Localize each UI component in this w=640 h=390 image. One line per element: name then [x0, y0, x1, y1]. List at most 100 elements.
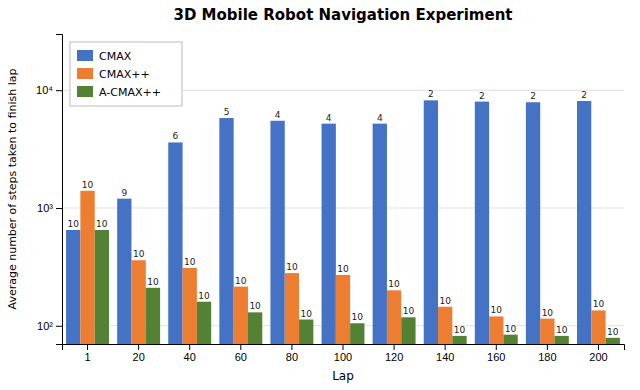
bar — [80, 191, 94, 344]
bar — [438, 307, 452, 344]
bar — [299, 320, 313, 344]
plot: 1096544422221010101010101010101010101010… — [36, 35, 624, 363]
tick-mark — [394, 344, 395, 350]
bar-label: 10 — [607, 327, 619, 337]
bar — [322, 124, 336, 344]
tick-mark — [445, 344, 446, 350]
bar — [503, 335, 517, 344]
tick: 140 — [436, 344, 454, 363]
bar — [526, 102, 540, 344]
bar-label: 4 — [326, 113, 332, 123]
axis-line — [56, 35, 63, 345]
tick-mark — [598, 344, 599, 350]
tick: 100 — [334, 344, 352, 363]
bar — [387, 290, 401, 344]
tick: 120 — [385, 344, 403, 363]
bar-series — [66, 100, 591, 344]
bar — [248, 312, 262, 344]
legend-swatch — [77, 50, 93, 61]
chart: 1096544422221010101010101010101010101010… — [0, 0, 640, 390]
y-axis-title: Average number of steps taken to finish … — [6, 69, 19, 310]
bar — [219, 118, 233, 344]
bar-label: 10 — [286, 262, 298, 272]
tick: 10⁴ — [36, 84, 62, 96]
legend-label: CMAX — [99, 50, 132, 63]
legend-swatch — [77, 86, 93, 97]
x-axis-title: Lap — [332, 369, 354, 383]
axis-line — [63, 345, 625, 351]
tick: 180 — [538, 344, 556, 363]
bar-label: 10 — [454, 325, 466, 335]
bars — [66, 100, 620, 344]
bar-series — [95, 230, 620, 344]
tick-label: 120 — [385, 351, 403, 363]
legend-swatch — [77, 68, 93, 79]
tick-mark — [138, 344, 139, 350]
tick: 10² — [37, 320, 62, 332]
bar-label: 10 — [556, 325, 568, 335]
bar — [350, 323, 364, 344]
bar — [555, 336, 569, 344]
bar-label: 10 — [403, 306, 415, 316]
legend-label: CMAX++ — [99, 68, 150, 81]
bar-label: 10 — [249, 301, 261, 311]
bar-label: 10 — [68, 219, 80, 229]
tick-mark — [56, 326, 62, 327]
tick-mark — [189, 344, 190, 350]
bar-label: 4 — [275, 110, 281, 120]
tick: 40 — [184, 344, 196, 363]
bar — [183, 268, 197, 344]
bar-label: 10 — [96, 219, 108, 229]
tick: 1 — [84, 344, 90, 363]
tick-mark — [291, 344, 292, 350]
legend: CMAX CMAX++ A-CMAX++ — [70, 42, 182, 106]
bar-label: 10 — [439, 296, 451, 306]
bar — [424, 100, 438, 344]
legend-item: A-CMAX++ — [77, 86, 161, 99]
bar-label: 10 — [542, 308, 554, 318]
bar — [234, 287, 248, 344]
bar-label: 10 — [352, 312, 364, 322]
bar-label: 10 — [147, 277, 159, 287]
bar-label: 2 — [479, 91, 485, 101]
bar-label: 10 — [337, 264, 349, 274]
bar — [606, 338, 620, 344]
tick: 160 — [487, 344, 505, 363]
tick-label: 180 — [538, 351, 556, 363]
bar-label: 10 — [491, 305, 503, 315]
bar — [197, 302, 211, 344]
tick-label: 60 — [235, 351, 247, 363]
bar — [489, 316, 503, 344]
tick-label: 140 — [436, 351, 454, 363]
tick-label: 1 — [84, 351, 90, 363]
bar — [66, 230, 80, 344]
title: 3D Mobile Robot Navigation Experiment — [173, 6, 512, 24]
bar-label: 10 — [593, 299, 605, 309]
bar-label: 4 — [377, 113, 383, 123]
bar-label: 10 — [184, 257, 196, 267]
bar — [285, 273, 299, 344]
legend-label: A-CMAX++ — [99, 86, 161, 99]
legend-item: CMAX — [77, 50, 132, 63]
tick-label: 10³ — [37, 202, 53, 214]
bar-labels: 1096544422221010101010101010101010101010… — [68, 89, 619, 336]
bar-label: 2 — [581, 90, 587, 100]
legend-item: CMAX++ — [77, 68, 150, 81]
tick: 200 — [589, 344, 607, 363]
bar — [131, 260, 145, 344]
bar — [146, 288, 160, 344]
tick-label: 20 — [133, 351, 145, 363]
tick-label: 10² — [37, 320, 53, 332]
bar — [373, 124, 387, 344]
tick: 80 — [286, 344, 298, 363]
bar — [270, 121, 284, 344]
bar-label: 5 — [224, 107, 230, 117]
bar-label: 2 — [530, 91, 536, 101]
bar — [540, 319, 554, 344]
bar-label: 6 — [173, 131, 179, 141]
bar — [168, 142, 182, 344]
tick: 20 — [133, 344, 145, 363]
bar-label: 10 — [505, 324, 517, 334]
bar — [95, 230, 109, 344]
tick-mark — [240, 344, 241, 350]
